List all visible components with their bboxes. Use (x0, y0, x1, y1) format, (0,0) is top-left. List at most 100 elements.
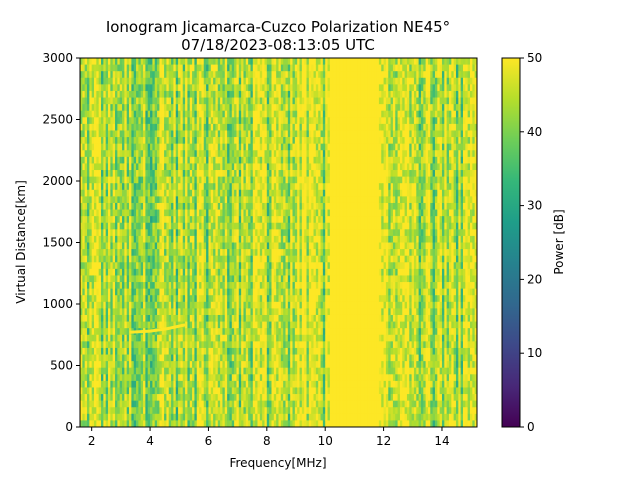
heatmap-cell (213, 374, 216, 382)
heatmap-cell (264, 84, 268, 92)
heatmap-cell (110, 308, 114, 316)
heatmap-cell (196, 374, 200, 382)
heatmap-cell (210, 150, 214, 158)
heatmap-cell (280, 255, 284, 263)
heatmap-cell (175, 209, 179, 217)
heatmap-cell (103, 354, 107, 362)
heatmap-cell (231, 202, 235, 210)
heatmap-cell (126, 110, 130, 118)
heatmap-cell (215, 413, 219, 421)
heatmap-cell (273, 420, 277, 428)
heatmap-cell (231, 104, 235, 112)
heatmap-cell (166, 235, 170, 243)
heatmap-cell (159, 282, 163, 290)
heatmap-cell (262, 295, 265, 303)
heatmap-cell (266, 58, 270, 65)
heatmap-cell (105, 314, 109, 322)
heatmap-cell (234, 196, 237, 204)
heatmap-cell (217, 282, 221, 290)
heatmap-cell (201, 242, 205, 250)
heatmap-cell (245, 58, 249, 65)
heatmap-cell (131, 196, 135, 204)
heatmap-cell (262, 229, 265, 237)
heatmap-cell (89, 163, 93, 171)
heatmap-cell (119, 196, 123, 204)
heatmap-cell (138, 288, 142, 296)
heatmap-cell (287, 77, 291, 85)
heatmap-cell (196, 341, 200, 349)
heatmap-cell (126, 374, 130, 382)
heatmap-cell (82, 354, 86, 362)
heatmap-cell (187, 387, 191, 395)
heatmap-cell (199, 156, 202, 164)
heatmap-cell (150, 143, 153, 151)
chart-title-line2: 07/18/2023-08:13:05 UTC (181, 36, 375, 54)
heatmap-cell (196, 104, 200, 112)
heatmap-cell (145, 341, 149, 349)
heatmap-cell (105, 354, 109, 362)
heatmap-cell (110, 347, 114, 355)
heatmap-cell (269, 301, 272, 309)
heatmap-cell (264, 268, 268, 276)
heatmap-cell (206, 308, 209, 316)
heatmap-cell (175, 262, 179, 270)
heatmap-cell (129, 407, 132, 415)
heatmap-cell (192, 288, 195, 296)
heatmap-cell (182, 58, 186, 65)
heatmap-cell (168, 354, 172, 362)
heatmap-cell (229, 301, 233, 309)
heatmap-cell (241, 97, 244, 105)
heatmap-cell (171, 394, 174, 402)
heatmap-cell (255, 84, 258, 92)
heatmap-cell (203, 71, 207, 79)
heatmap-cell (257, 97, 261, 105)
heatmap-cell (129, 242, 132, 250)
heatmap-cell (136, 58, 139, 65)
heatmap-cell (80, 288, 83, 296)
heatmap-cell (182, 202, 186, 210)
heatmap-cell (222, 380, 226, 388)
heatmap-cell (173, 288, 177, 296)
heatmap-cell (152, 183, 156, 191)
heatmap-cell (276, 64, 279, 72)
heatmap-cell (189, 413, 193, 421)
heatmap-cell (145, 354, 149, 362)
heatmap-cell (236, 308, 240, 316)
heatmap-cell (159, 156, 163, 164)
heatmap-cell (192, 196, 195, 204)
heatmap-cell (175, 374, 179, 382)
heatmap-cell (234, 64, 237, 72)
heatmap-cell (168, 275, 172, 283)
heatmap-cell (157, 163, 160, 171)
heatmap-cell (250, 176, 254, 184)
heatmap-cell (171, 314, 174, 322)
heatmap-cell (105, 130, 109, 138)
heatmap-cell (124, 176, 128, 184)
heatmap-cell (119, 380, 123, 388)
heatmap-cell (215, 196, 219, 204)
heatmap-cell (152, 209, 156, 217)
heatmap-cell (101, 361, 104, 369)
heatmap-cell (224, 90, 228, 98)
heatmap-cell (185, 249, 188, 257)
heatmap-cell (166, 301, 170, 309)
heatmap-cell (285, 314, 289, 322)
heatmap-cell (119, 137, 123, 145)
heatmap-cell (248, 137, 251, 145)
heatmap-cell (159, 301, 163, 309)
heatmap-cell (173, 110, 177, 118)
heatmap-cell (271, 77, 275, 85)
heatmap-cell (276, 354, 279, 362)
heatmap-cell (285, 189, 289, 197)
heatmap-cell (238, 117, 242, 125)
heatmap-cell (187, 341, 191, 349)
heatmap-cell (278, 347, 282, 355)
heatmap-cell (262, 394, 265, 402)
heatmap-cell (269, 249, 272, 257)
heatmap-cell (278, 387, 282, 395)
heatmap-cell (147, 71, 151, 79)
heatmap-cell (150, 64, 153, 72)
heatmap-cell (224, 380, 228, 388)
heatmap-cell (147, 183, 151, 191)
heatmap-cell (192, 275, 195, 283)
